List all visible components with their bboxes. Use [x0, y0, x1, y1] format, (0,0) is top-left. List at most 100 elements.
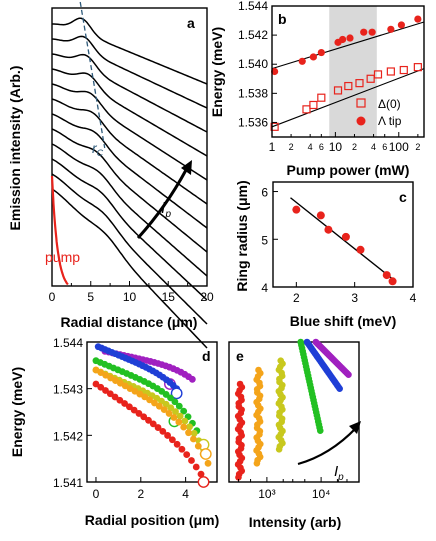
y-tick-label: 1.536 — [238, 115, 268, 129]
x-tick-label: 2 — [137, 487, 144, 501]
x-tick-label: 15 — [162, 290, 176, 304]
energy-data-point — [172, 408, 179, 416]
energy-data-point — [183, 451, 191, 459]
x-tick-label: 4 — [410, 291, 417, 305]
energy-data-point — [181, 417, 189, 425]
panel-a-rc-letter: r — [92, 140, 98, 156]
y-tick-label: 1.543 — [53, 383, 83, 397]
delta-data-point — [373, 70, 383, 79]
panel-c-ticks: 2 3 4 4 5 6 — [261, 186, 416, 305]
panel-b-x-axis-label: Pump power (mW) — [287, 162, 410, 178]
intensity-data-point — [336, 385, 343, 392]
energy-data-point — [164, 432, 171, 439]
lambda-tip-data-point — [397, 21, 405, 29]
y-tick-label: 1.544 — [53, 336, 83, 350]
energy-data-point — [130, 406, 138, 414]
emission-curve — [51, 143, 208, 277]
energy-data-point — [102, 387, 109, 394]
y-tick-label: 6 — [261, 186, 268, 200]
energy-data-point — [92, 380, 100, 388]
panel-e-x-axis-label: Intensity (arb) — [249, 514, 342, 530]
x-tick-label: 10 — [329, 140, 343, 154]
open-marker — [199, 448, 212, 460]
energy-data-point — [141, 393, 149, 401]
lambda-tip-data-point — [309, 53, 318, 61]
energy-data-point — [151, 399, 158, 407]
emission-curve — [51, 113, 208, 229]
legend-label-delta: Δ(0) — [378, 97, 401, 111]
delta-data-point — [302, 105, 311, 114]
ring-radius-data-point — [356, 245, 365, 254]
energy-data-point — [186, 423, 193, 431]
delta-data-point — [333, 86, 343, 95]
emission-curve — [51, 68, 208, 157]
panel-a-rc-label: rC — [92, 140, 104, 158]
energy-data-point — [167, 404, 175, 412]
energy-data-point — [167, 394, 174, 402]
x-tick-label: 4 — [182, 487, 189, 501]
y-tick-label: 1.541 — [53, 476, 83, 490]
energy-data-point — [173, 440, 181, 448]
lambda-tip-data-point — [271, 67, 279, 76]
delta-data-point — [309, 100, 318, 110]
energy-data-point — [140, 413, 148, 421]
energy-data-point — [188, 375, 196, 383]
panel-d-ticks: 0 2 4 1.541 1.542 1.543 1.544 — [53, 336, 189, 501]
lambda-tip-data-point — [360, 28, 368, 36]
x-tick-label: 1 — [269, 140, 276, 154]
panel-e-points — [234, 338, 352, 481]
intensity-data-point — [235, 474, 242, 481]
energy-data-point — [111, 393, 119, 401]
x-minor-tick-label: 2 — [415, 142, 420, 152]
panel-a-label: a — [187, 15, 195, 31]
emission-curve — [51, 98, 208, 205]
energy-data-point — [145, 416, 152, 424]
x-tick-label: 100 — [389, 140, 409, 154]
panel-d-frame — [86, 341, 218, 483]
panel-e-label: e — [236, 348, 244, 364]
y-tick-label: 4 — [261, 281, 268, 295]
ring-radius-data-point — [388, 277, 397, 286]
energy-data-point — [149, 420, 157, 428]
panel-c-x-axis-label: Blue shift (meV) — [290, 313, 397, 329]
panel-b-shaded-region — [329, 6, 377, 137]
legend-label-lambda: Λ tip — [378, 114, 402, 128]
intensity-data-point — [253, 460, 261, 467]
emission-curve — [51, 35, 208, 109]
panel-a-ip-subscript: p — [164, 209, 171, 220]
energy-data-point — [121, 400, 129, 407]
panel-a-x-ticks: 0 5 10 15 20 — [49, 281, 214, 304]
fit-line — [271, 68, 425, 128]
panel-c-label: c — [399, 189, 407, 205]
panel-a-frame — [51, 7, 208, 287]
energy-data-point — [188, 457, 195, 464]
energy-data-point — [190, 429, 198, 437]
intensity-data-point — [345, 371, 352, 378]
y-tick-label: 1.542 — [238, 28, 268, 42]
lambda-tip-data-point — [339, 35, 347, 44]
panel-b-y-axis-label: Energy (meV) — [209, 27, 225, 117]
panel-b-frame — [271, 5, 425, 138]
delta-data-point — [366, 74, 375, 83]
panel-a: 0 5 10 15 20 a Radial distance (μm) Emission… — [7, 1, 214, 349]
energy-data-point — [162, 400, 170, 408]
delta-data-point — [317, 93, 326, 102]
energy-data-point — [159, 427, 167, 435]
emission-curve — [51, 83, 208, 181]
x-tick-label: 20 — [200, 290, 214, 304]
energy-data-point — [175, 418, 183, 426]
ring-radius-data-point — [341, 232, 350, 241]
x-minor-tick-label: 2 — [352, 142, 357, 152]
legend-open-square-marker — [356, 98, 366, 108]
panel-e: 10³ 10⁴ e Intensity (arb) Ip — [228, 338, 361, 530]
panel-c-points — [292, 205, 397, 286]
x-tick-label: 3 — [351, 291, 358, 305]
panel-a-pump-label: pump — [45, 249, 80, 265]
rc-dashed-line — [79, 1, 106, 149]
panel-d-points — [92, 343, 212, 488]
energy-data-point — [180, 423, 188, 431]
x-tick-label: 0 — [93, 487, 100, 501]
x-minor-tick-label: 2 — [289, 142, 294, 152]
panel-d-x-axis-label: Radial position (μm) — [85, 512, 220, 528]
